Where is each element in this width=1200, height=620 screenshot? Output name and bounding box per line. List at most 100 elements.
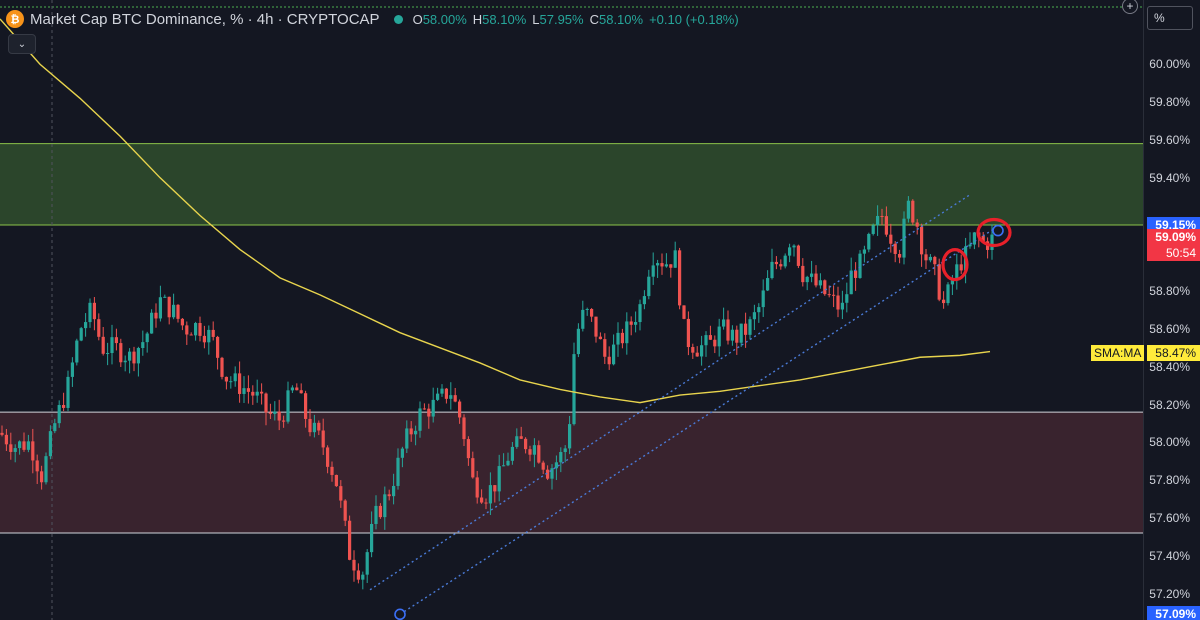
candle-body [730,329,734,341]
candle-body [242,388,246,394]
candle-body [884,216,888,235]
chart-canvas[interactable] [0,0,1143,620]
candle-body [233,373,237,382]
market-status-icon [393,14,403,24]
candle-body [924,254,928,261]
price-axis[interactable]: 60.20%60.00%59.80%59.60%59.40%58.80%58.6… [1143,0,1200,620]
candle-body [546,469,550,479]
candle-body [343,500,347,521]
candle-body [150,312,154,334]
symbol-title[interactable]: Market Cap BTC Dominance, % · 4h · CRYPT… [30,10,380,28]
candle-body [823,280,827,295]
price-tick-label: 58.40% [1149,359,1190,374]
symbol-header: ₿ Market Cap BTC Dominance, % · 4h · CRY… [6,8,739,30]
collapse-legend-button[interactable]: ⌄ [8,34,36,54]
candle-body [502,465,506,467]
candle-body [466,439,470,459]
candle-body [189,334,193,336]
countdown-tag: 50:54 [1147,245,1200,262]
candle-body [788,247,792,256]
highlight-circle [941,248,969,282]
candle-body [282,420,286,422]
candle-body [629,321,633,325]
candle-body [563,448,567,453]
candle-body [123,360,127,363]
candle-body [92,302,96,320]
candle-body [18,441,22,449]
candle-body [660,263,664,267]
candle-body [656,263,660,266]
candle-body [691,347,695,353]
candle-body [163,296,167,298]
candle-body [22,441,26,450]
candle-body [405,428,409,449]
ohlc-high-label: H [472,11,483,27]
candle-body [779,264,783,267]
candle-body [497,466,501,492]
current-price-tag: 59.15% [1147,216,1200,233]
bitcoin-icon: ₿ [6,10,24,28]
candle-body [304,393,308,419]
candle-body [581,309,585,329]
candle-body [805,276,809,283]
candle-body [686,318,690,348]
candle-body [990,234,994,250]
candle-body [471,458,475,478]
candle-body [88,302,92,323]
resistance-zone [0,143,1143,225]
candle-body [264,393,268,413]
candle-body [559,452,563,463]
candle-body [739,323,743,343]
candle-body [774,261,778,265]
support-zone [0,412,1143,534]
candle-body [13,448,17,452]
candle-body [185,325,189,335]
candle-body [370,523,374,553]
candle-body [752,312,756,320]
sma-value-tag: 58.47% [1147,345,1200,362]
candle-body [378,505,382,518]
candle-body [871,225,875,234]
candle-body [796,245,800,266]
price-tick-label: 57.20% [1149,586,1190,601]
candle-body [902,218,906,258]
candle-body [620,332,624,344]
candle-body [946,284,950,304]
candle-body [981,235,985,242]
candle-body [431,399,435,417]
candle-body [867,233,871,250]
candle-body [713,339,717,347]
candle-body [414,430,418,435]
candle-body [172,304,176,318]
price-tick-label: 59.80% [1149,95,1190,110]
candle-body [682,305,686,319]
chart-area[interactable] [0,0,1143,620]
candle-body [475,477,479,498]
candle-body [537,445,541,463]
candle-body [40,471,44,483]
candle-body [704,335,708,346]
candle-body [585,308,589,310]
price-tick-label: 60.00% [1149,57,1190,72]
unit-selector-button[interactable]: % [1147,6,1193,30]
trendline-lower [399,224,1001,615]
candle-body [260,391,264,394]
candle-body [893,243,897,254]
candle-body [810,273,814,277]
add-icon[interactable]: + [1122,0,1138,14]
candle-body [950,280,954,285]
price-tick-label: 57.80% [1149,473,1190,488]
candle-body [449,395,453,399]
candle-body [458,401,462,418]
candle-body [334,474,338,487]
candle-body [748,319,752,335]
candle-body [400,448,404,458]
candle-body [576,328,580,355]
candle-body [783,255,787,267]
price-tick-label: 57.40% [1149,548,1190,563]
candle-body [524,438,528,450]
candle-body [128,351,132,361]
candle-body [625,321,629,344]
candle-body [616,332,620,345]
candle-body [145,333,149,343]
